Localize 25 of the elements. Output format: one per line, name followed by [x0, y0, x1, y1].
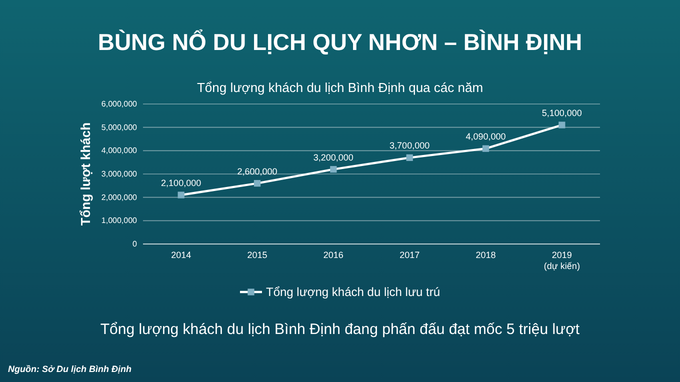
- text: Tổng lượng khách du lịch Bình Định đang phấn đấu đạt mốc 5 triệu lượt: [100, 321, 580, 338]
- y-axis-title: Tổng lượt khách: [78, 122, 93, 226]
- x-tick-label: 2014: [171, 250, 192, 260]
- x-tick-label: 2018: [476, 250, 496, 260]
- data-label: 3,700,000: [390, 140, 430, 151]
- chart-subtitle: Tổng lượng khách du lịch Bình Định qua các năm: [196, 80, 484, 95]
- data-label: 2,100,000: [161, 178, 202, 188]
- y-tick-label: 2,000,000: [101, 192, 138, 202]
- y-tick-label: 4,000,000: [101, 146, 138, 156]
- text: Nguồn: Sở Du lịch Bình Định: [8, 364, 132, 374]
- x-tick-label: 2019 (dự kiến): [544, 250, 580, 271]
- y-tick-label: 3,000,000: [101, 170, 138, 179]
- y-tick-label: 0: [132, 240, 138, 249]
- x-tick-label: 2016: [323, 250, 344, 260]
- data-label: 4,090,000: [466, 132, 506, 142]
- chart-title: BÙNG NỔ DU LỊCH QUY NHƠN – BÌNH ĐỊNH: [98, 29, 582, 55]
- x-tick-label: 2017: [400, 250, 420, 260]
- y-tick-label: 1,000,000: [101, 216, 138, 226]
- y-tick-label: 6,000,000: [101, 100, 138, 109]
- data-label: 3,200,000: [313, 152, 354, 162]
- legend-label: Tổng lượng khách du lịch lưu trú: [266, 285, 440, 299]
- y-tick-label: 5,000,000: [101, 122, 138, 132]
- data-label: 2,600,000: [237, 166, 278, 176]
- data-label: 5,100,000: [542, 108, 582, 118]
- x-tick-label: 2015: [247, 250, 268, 260]
